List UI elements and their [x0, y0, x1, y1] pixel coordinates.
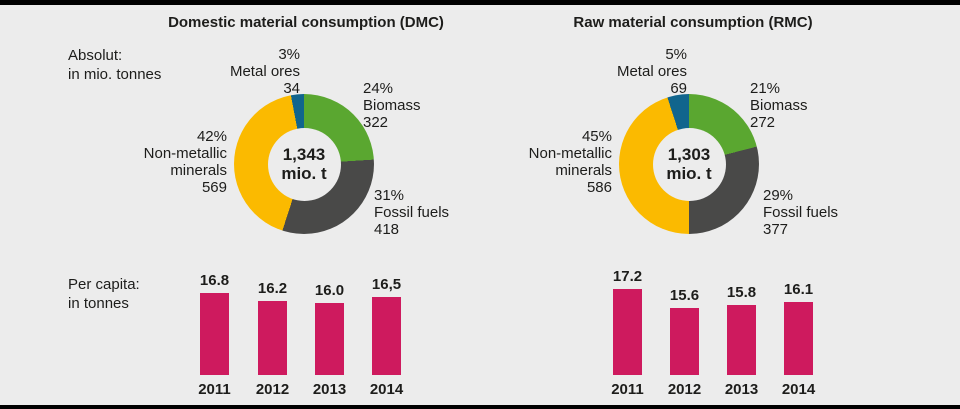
rmc-donut-chart: 1,303 mio. t — [619, 94, 759, 234]
bar-year-label: 2013 — [312, 381, 347, 398]
slice-pct: 45% — [581, 128, 612, 145]
bar — [670, 307, 699, 375]
dmc-slice-label-fossil-fuels: 31% Fossil fuels 418 — [374, 187, 449, 238]
bottom-border-bar — [0, 405, 960, 409]
absolut-unit-note: Absolut: in mio. tonnes — [68, 46, 161, 84]
bar-year-label: 2014 — [781, 381, 816, 398]
slice-name: Metal ores — [616, 63, 687, 80]
bar — [315, 303, 344, 375]
slice-value: 322 — [363, 114, 389, 131]
bar-year-label: 2011 — [198, 381, 231, 398]
slice-pct: 24% — [363, 80, 394, 97]
bar — [613, 288, 642, 375]
absolut-note-line2: in mio. tonnes — [68, 66, 162, 83]
per-capita-note-line1: Per capita: — [68, 276, 140, 293]
bar-value-label: 16.2 — [257, 279, 288, 297]
slice-name-line1: Non-metallic — [143, 145, 227, 162]
slice-name: Fossil fuels — [374, 204, 450, 221]
dmc-donut-hole: 1,343 mio. t — [267, 127, 341, 201]
bar-value-label: 17.2 — [612, 267, 643, 285]
bar — [372, 297, 401, 375]
dmc-slice-label-non-metallic-minerals: 42% Non-metallic minerals 569 — [77, 128, 227, 196]
slice-value: 586 — [586, 179, 612, 196]
bar-year-label: 2013 — [724, 381, 759, 398]
bar — [200, 293, 229, 375]
slice-pct: 21% — [750, 80, 781, 97]
dmc-slice-label-biomass: 24% Biomass 322 — [363, 80, 421, 131]
dmc-slice-label-metal-ores: 3% Metal ores 34 — [150, 46, 300, 97]
slice-value: 418 — [374, 221, 400, 238]
slice-name: Fossil fuels — [763, 204, 839, 221]
rmc-donut-hole: 1,303 mio. t — [652, 127, 726, 201]
dmc-donut-total-unit: mio. t — [281, 164, 327, 183]
bar-year-label: 2014 — [369, 381, 404, 398]
slice-pct: 29% — [763, 187, 794, 204]
slice-pct: 42% — [196, 128, 227, 145]
slice-pct: 5% — [665, 46, 687, 63]
slice-name: Biomass — [363, 97, 421, 114]
slice-pct: 3% — [278, 46, 300, 63]
bar-value-label: 16.8 — [199, 272, 230, 290]
bar-year-label: 2012 — [667, 381, 702, 398]
bar-value-label: 16,5 — [371, 276, 402, 293]
slice-name-line1: Non-metallic — [528, 145, 612, 162]
slice-value: 569 — [201, 179, 227, 196]
bar — [258, 300, 287, 375]
rmc-slice-label-fossil-fuels: 29% Fossil fuels 377 — [763, 187, 838, 238]
bar-value-label: 16.0 — [314, 282, 345, 299]
bar — [727, 305, 756, 375]
dmc-donut-chart: 1,343 mio. t — [234, 94, 374, 234]
dmc-chart-title: Domestic material consumption (DMC) — [168, 14, 444, 31]
slice-pct: 31% — [374, 187, 405, 204]
bar-value-label: 15.6 — [669, 286, 700, 304]
top-border-bar — [0, 0, 960, 5]
dmc-donut-total-value: 1,343 — [282, 145, 326, 164]
slice-name-line2: minerals — [555, 162, 612, 179]
bar — [784, 301, 813, 375]
rmc-donut-total-value: 1,303 — [667, 145, 711, 164]
bar-value-label: 15.8 — [726, 284, 757, 302]
rmc-slice-label-metal-ores: 5% Metal ores 69 — [537, 46, 687, 97]
rmc-slice-label-non-metallic-minerals: 45% Non-metallic minerals 586 — [462, 128, 612, 196]
bar-year-label: 2011 — [611, 381, 644, 398]
rmc-slice-label-biomass: 21% Biomass 272 — [750, 80, 808, 131]
per-capita-note: Per capita: in tonnes — [68, 275, 140, 313]
slice-name: Biomass — [750, 97, 808, 114]
bar-year-label: 2012 — [255, 381, 290, 398]
per-capita-note-line2: in tonnes — [68, 295, 129, 312]
slice-value: 377 — [763, 221, 789, 238]
rmc-chart-title: Raw material consumption (RMC) — [573, 14, 813, 31]
rmc-donut-total-unit: mio. t — [666, 164, 712, 183]
absolut-note-line1: Absolut: — [68, 47, 123, 64]
slice-name: Metal ores — [229, 63, 300, 80]
slice-value: 69 — [670, 80, 687, 97]
bar-value-label: 16.1 — [783, 280, 814, 298]
slice-value: 272 — [750, 114, 776, 131]
slice-name-line2: minerals — [170, 162, 227, 179]
slice-value: 34 — [283, 80, 300, 97]
